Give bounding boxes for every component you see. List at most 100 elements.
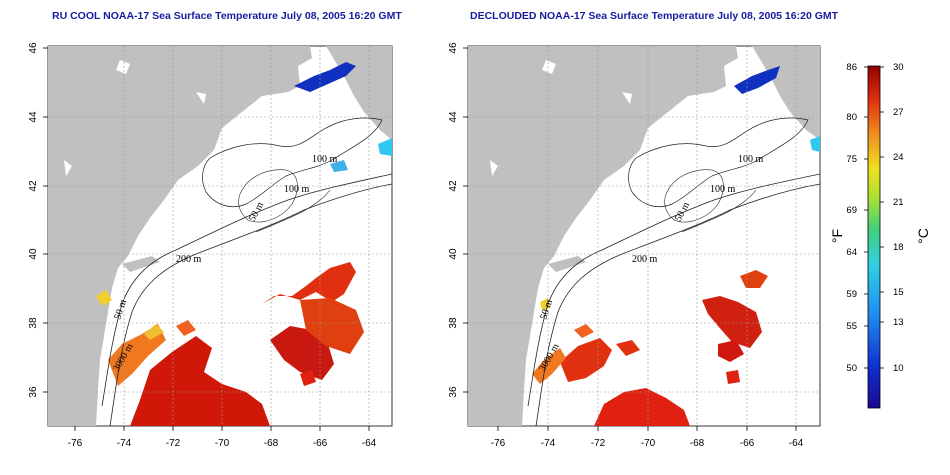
lat-tick-label: 46 [28, 42, 39, 54]
lon-tick-label: -66 [313, 438, 328, 449]
lon-tick-label: -76 [68, 438, 83, 449]
left-map-title: RU COOL NOAA-17 Sea Surface Temperature … [52, 10, 402, 22]
fahrenheit-tick: 55 [846, 321, 857, 332]
isobath-contour [202, 117, 383, 207]
right-map-panel: 100 m 100 m 50 m 200 m 50 m 3000 m 46 44… [448, 42, 821, 449]
lon-tick-label: -68 [264, 438, 279, 449]
longitude-axis: -76 -74 -72 -70 -68 -66 -64 [68, 426, 377, 449]
contour-label: 100 m [738, 154, 764, 165]
contour-label: 100 m [312, 154, 338, 165]
right-map-title: DECLOUDED NOAA-17 Sea Surface Temperatur… [470, 10, 839, 22]
sst-patch-warm [594, 388, 690, 426]
lon-tick-label: -76 [491, 438, 506, 449]
celsius-tick: 18 [893, 242, 904, 253]
lake [116, 60, 130, 74]
sst-patch-cyan [330, 160, 348, 172]
coastal-island [122, 256, 160, 272]
sst-patch-yellow [96, 290, 112, 306]
isobath-contour [255, 189, 331, 233]
lon-tick-label: -64 [362, 438, 377, 449]
longitude-axis: -76 -74 -72 -70 -68 -66 -64 [491, 426, 804, 449]
lat-tick-label: 42 [28, 180, 39, 192]
lon-tick-label: -70 [641, 438, 656, 449]
sst-patch-warm [262, 262, 356, 304]
isobath-contour [238, 169, 298, 223]
celsius-unit-label: °C [915, 228, 931, 244]
lon-tick-label: -74 [117, 438, 132, 449]
lat-tick-label: 38 [448, 317, 459, 329]
sst-patch-warm [130, 336, 270, 426]
celsius-tick: 15 [893, 287, 904, 298]
fahrenheit-tick: 75 [846, 154, 857, 165]
celsius-tick: 27 [893, 107, 904, 118]
fahrenheit-tick: 86 [846, 62, 857, 73]
lat-tick-label: 38 [28, 317, 39, 329]
lake [196, 92, 206, 104]
fahrenheit-tick: 59 [846, 289, 857, 300]
celsius-tick: 24 [893, 152, 904, 163]
lat-tick-label: 36 [28, 386, 39, 398]
lat-tick-label: 42 [448, 180, 459, 192]
sst-patch-orange [108, 324, 166, 386]
colorbar: 86 80 75 69 64 59 55 50 30 27 24 21 18 1… [829, 62, 931, 409]
sst-patch-blue [294, 62, 356, 92]
sst-patch-warm [726, 370, 740, 384]
sst-patch-warm [718, 340, 744, 362]
contour-label: 200 m [632, 254, 658, 265]
lat-tick-label: 40 [448, 248, 459, 260]
sst-patch-orange [176, 320, 196, 336]
isobath-contour [101, 173, 392, 407]
lon-tick-label: -64 [789, 438, 804, 449]
sst-patch-warm [300, 298, 364, 354]
lon-tick-label: -68 [690, 438, 705, 449]
lon-tick-label: -70 [215, 438, 230, 449]
land-mass [48, 46, 312, 426]
isobath-contour [628, 117, 809, 207]
lat-tick-label: 46 [448, 42, 459, 54]
celsius-tick: 13 [893, 317, 904, 328]
lat-tick-label: 36 [448, 386, 459, 398]
lon-tick-label: -74 [541, 438, 556, 449]
lake [542, 60, 556, 74]
sst-patch-orange [532, 348, 566, 384]
lake [64, 160, 72, 176]
fahrenheit-tick: 50 [846, 363, 857, 374]
fahrenheit-unit-label: °F [829, 229, 845, 243]
contour-label: 100 m [710, 184, 736, 195]
lon-tick-label: -66 [740, 438, 755, 449]
isobath-contour [681, 189, 757, 233]
celsius-tick: 10 [893, 363, 904, 374]
sst-patch-cyan [378, 138, 392, 156]
colorbar-gradient [867, 65, 881, 409]
isobath-contour [664, 169, 724, 223]
sst-patch-warm [300, 370, 316, 386]
left-map-panel: 100 m 100 m 50 m 200 m 50 m 3000 m 46 44… [28, 42, 393, 449]
celsius-tick: 21 [893, 197, 904, 208]
sst-patch-orange [574, 324, 594, 338]
latitude-axis: 46 44 42 40 38 36 [448, 42, 468, 398]
contour-label: 200 m [176, 254, 202, 265]
fahrenheit-tick: 80 [846, 112, 857, 123]
map-gridlines [468, 46, 820, 426]
fahrenheit-tick: 64 [846, 247, 857, 258]
lat-tick-label: 44 [28, 111, 39, 123]
celsius-tick: 30 [893, 62, 904, 73]
lat-tick-label: 44 [448, 111, 459, 123]
sst-patch-blue [734, 66, 780, 94]
coastal-island [548, 256, 586, 272]
sst-patch-cyan [810, 136, 820, 152]
lat-tick-label: 40 [28, 248, 39, 260]
lake [490, 160, 498, 176]
sst-patch-warm [616, 340, 640, 356]
land-mass [468, 46, 738, 426]
sst-patch-yellow [144, 324, 164, 340]
lon-tick-label: -72 [591, 438, 606, 449]
fahrenheit-tick: 69 [846, 205, 857, 216]
map-gridlines [48, 46, 392, 426]
latitude-axis: 46 44 42 40 38 36 [28, 42, 48, 398]
sst-patch-warm [560, 338, 612, 382]
lake [622, 92, 632, 104]
lon-tick-label: -72 [166, 438, 181, 449]
contour-label: 100 m [284, 184, 310, 195]
